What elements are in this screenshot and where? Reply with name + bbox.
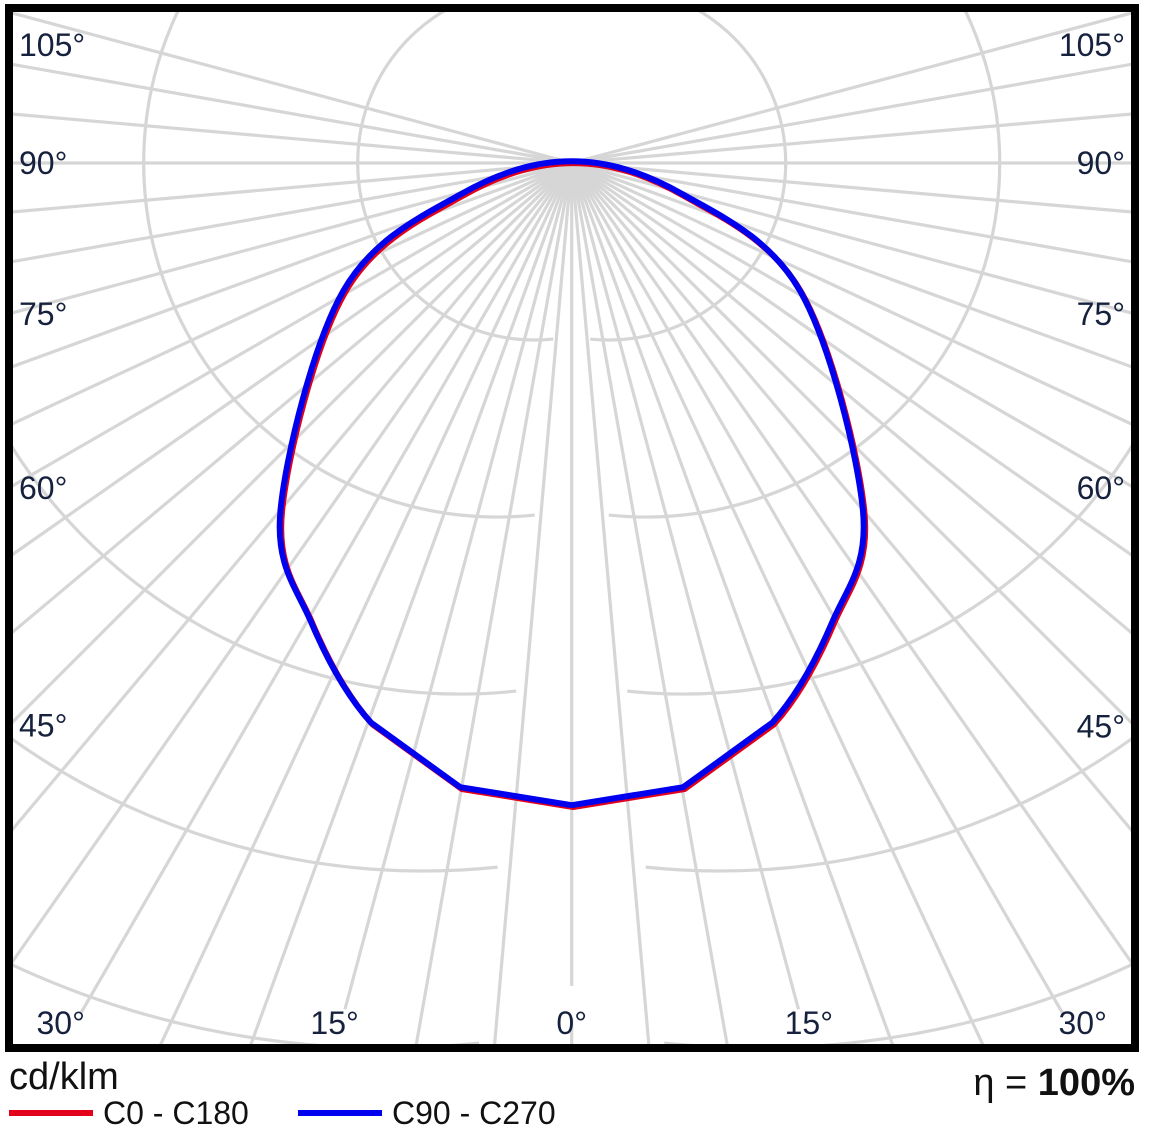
svg-text:15°: 15° bbox=[785, 1005, 833, 1041]
svg-text:75°: 75° bbox=[19, 296, 67, 332]
svg-text:105°: 105° bbox=[1059, 27, 1125, 63]
svg-text:60°: 60° bbox=[1077, 470, 1125, 506]
svg-text:45°: 45° bbox=[1077, 708, 1125, 744]
svg-text:cd/klm: cd/klm bbox=[9, 1056, 119, 1098]
svg-text:90°: 90° bbox=[19, 145, 67, 181]
svg-text:75°: 75° bbox=[1077, 296, 1125, 332]
svg-text:C0 - C180: C0 - C180 bbox=[103, 1095, 249, 1131]
svg-text:15°: 15° bbox=[310, 1005, 358, 1041]
svg-text:60°: 60° bbox=[19, 470, 67, 506]
svg-text:0°: 0° bbox=[556, 1005, 587, 1041]
svg-text:30°: 30° bbox=[37, 1005, 85, 1041]
svg-text:45°: 45° bbox=[19, 708, 67, 744]
svg-text:90°: 90° bbox=[1077, 145, 1125, 181]
svg-text:30°: 30° bbox=[1059, 1005, 1107, 1041]
svg-text:105°: 105° bbox=[19, 27, 85, 63]
svg-text:C90 - C270: C90 - C270 bbox=[392, 1095, 556, 1131]
svg-text:η = 100%: η = 100% bbox=[973, 1062, 1135, 1104]
